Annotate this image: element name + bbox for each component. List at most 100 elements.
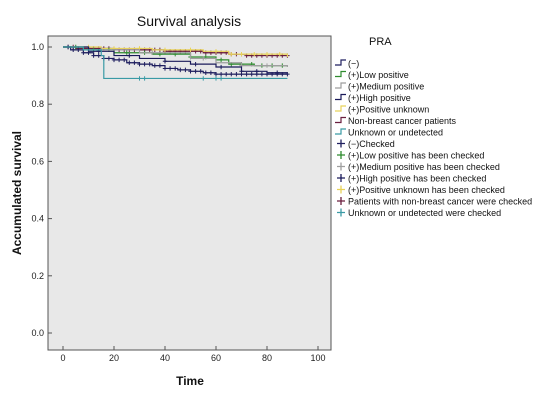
censor-mark-1: [162, 47, 168, 53]
censor-mark-1: [213, 49, 219, 54]
x-tick-label: 80: [262, 353, 272, 363]
censor-mark-5: [71, 47, 76, 53]
censor-mark-2: [218, 57, 224, 63]
censor-mark-5: [106, 56, 112, 61]
legend-label: (+)Positive unknown has been checked: [348, 185, 505, 195]
legend-label: Unknown or undetected: [348, 128, 443, 138]
censor-mark-5: [234, 71, 239, 77]
legend-line-swatch: [335, 128, 346, 135]
censor-mark-5: [132, 60, 137, 65]
censor-mark-6: [142, 76, 147, 81]
censor-mark-2: [124, 50, 129, 55]
y-tick-label: 0.2: [31, 271, 44, 281]
legend-label: Unknown or undetected were checked: [348, 208, 501, 218]
legend-line-swatch: [335, 105, 346, 112]
censor-mark-5: [111, 57, 117, 63]
censor-mark-5: [76, 47, 81, 53]
censor-mark-5: [81, 50, 86, 55]
legend-label: (+)Low positive: [348, 70, 409, 80]
censor-mark-5: [203, 70, 208, 75]
censor-mark-6: [218, 76, 224, 81]
censor-mark-5: [167, 66, 173, 71]
legend-censor-swatch: [337, 185, 345, 194]
legend-line-swatch: [335, 93, 346, 101]
survival-line-4: [63, 46, 288, 74]
censor-mark-5: [162, 66, 168, 71]
censor-mark-5: [152, 63, 157, 68]
censor-mark-1: [252, 51, 257, 57]
legend-censor-swatch: [337, 162, 345, 171]
censor-mark-6: [137, 76, 142, 81]
censor-mark-5: [224, 71, 229, 77]
censor-mark-1: [239, 51, 244, 57]
censor-mark-5: [229, 71, 234, 77]
censor-mark-5: [249, 71, 254, 77]
censor-mark-5: [285, 71, 290, 77]
legend-censor-swatch: [337, 197, 345, 205]
legend-censor-swatch: [337, 139, 345, 148]
legend-label: (+)Medium positive: [348, 82, 424, 92]
survival-line-6: [63, 46, 288, 80]
censor-mark-3: [264, 63, 270, 68]
censor-mark-5: [239, 71, 244, 77]
legend-line-swatch: [335, 116, 346, 124]
censor-mark-3: [201, 56, 206, 61]
legend: (−)(+)Low positive(+)Medium positive(+)H…: [335, 59, 532, 218]
x-tick-label: 40: [160, 353, 170, 363]
censor-mark-1: [188, 47, 193, 53]
censor-mark-4: [193, 61, 198, 67]
legend-line-swatch: [335, 70, 346, 78]
censor-mark-5: [280, 71, 285, 77]
legend-label: (+)High positive has been checked: [348, 174, 486, 184]
y-tick-label: 0.8: [31, 99, 44, 109]
censor-mark-5: [116, 57, 122, 63]
chart-title: Survival analysis: [137, 13, 241, 29]
censor-mark-6: [213, 76, 219, 81]
legend-label: (+)High positive: [348, 93, 411, 103]
censor-mark-5: [188, 69, 193, 74]
censor-mark-5: [275, 71, 280, 77]
censor-mark-5: [183, 67, 188, 73]
censor-mark-5: [254, 71, 259, 77]
x-tick-label: 100: [310, 353, 325, 363]
legend-label: (−)Checked: [348, 139, 395, 149]
censor-mark-5: [122, 57, 127, 63]
censor-mark-5: [208, 70, 214, 75]
censor-mark-5: [213, 71, 219, 77]
x-axis-label: Time: [176, 374, 204, 388]
censor-mark-5: [198, 69, 203, 74]
series-layer: [63, 44, 290, 81]
censor-mark-5: [86, 50, 91, 55]
x-tick-label: 20: [109, 353, 119, 363]
legend-line-swatch: [335, 59, 346, 66]
censor-mark-1: [264, 51, 270, 57]
censor-mark-5: [259, 71, 265, 77]
censor-mark-5: [127, 60, 132, 65]
y-tick-label: 0.4: [31, 214, 44, 224]
censor-mark-5: [178, 67, 183, 73]
censor-mark-1: [229, 51, 234, 57]
legend-label: (−): [348, 59, 359, 69]
censor-mark-4: [162, 59, 168, 64]
censor-mark-5: [137, 61, 142, 67]
censor-mark-4: [218, 64, 224, 70]
legend-label: (+)Low positive has been checked: [348, 151, 484, 161]
legend-label: Patients with non-breast cancer were che…: [348, 197, 532, 207]
legend-title: PRA: [369, 36, 392, 48]
x-tick-label: 0: [60, 353, 65, 363]
censor-mark-5: [244, 71, 249, 77]
y-tick-label: 0.6: [31, 156, 44, 166]
censor-mark-5: [269, 71, 275, 77]
y-axis-label: Accumulated survival: [10, 131, 24, 255]
legend-censor-swatch: [337, 151, 345, 159]
censor-mark-3: [150, 50, 155, 55]
legend-label: Non-breast cancer patients: [348, 116, 457, 126]
censor-mark-5: [193, 69, 198, 74]
legend-censor-swatch: [337, 174, 345, 182]
axes: 0.0 0.2 0.4 0.6 0.8 1.0 0 20 40 60 80 100: [31, 42, 325, 363]
censor-mark-4: [127, 53, 132, 58]
x-tick-label: 60: [211, 353, 221, 363]
censor-mark-5: [91, 53, 96, 58]
